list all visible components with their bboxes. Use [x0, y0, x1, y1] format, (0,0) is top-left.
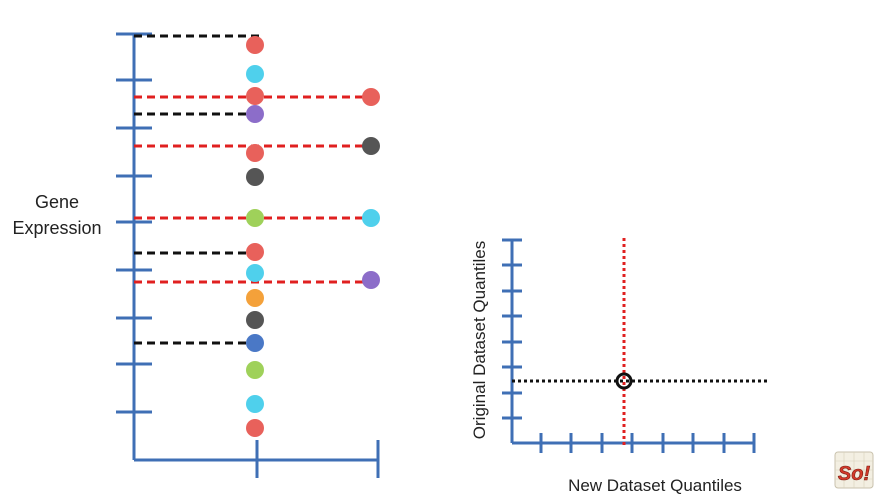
- dot-blue: [246, 334, 264, 352]
- dot-purple: [246, 105, 264, 123]
- right-x-axis-label: New Dataset Quantiles: [568, 476, 742, 495]
- dot-cyan: [246, 264, 264, 282]
- left-y-axis-label: Gene Expression: [4, 189, 110, 241]
- dot-cyan: [362, 209, 380, 227]
- dot-red: [246, 243, 264, 261]
- dot-red: [246, 419, 264, 437]
- dots-column-1: [246, 36, 264, 437]
- dot-red: [246, 144, 264, 162]
- dot-orange: [246, 289, 264, 307]
- target-point: [615, 372, 633, 390]
- dot-red: [246, 87, 264, 105]
- logo-text: So!: [838, 463, 871, 485]
- right-y-label-text: Original Dataset Quantiles: [470, 240, 489, 440]
- dot-gray: [246, 168, 264, 186]
- right-axes: [502, 238, 756, 453]
- dot-red: [246, 36, 264, 54]
- dot-purple: [362, 271, 380, 289]
- dot-gray: [362, 137, 380, 155]
- dot-cyan: [246, 395, 264, 413]
- dots-column-2: [362, 88, 380, 289]
- dot-green: [246, 209, 264, 227]
- dot-gray: [246, 311, 264, 329]
- statquest-logo-icon: So!: [834, 451, 874, 489]
- left-y-label-line1: Gene: [34, 192, 80, 212]
- left-y-label-line2: Expression: [12, 218, 102, 238]
- dot-green: [246, 361, 264, 379]
- dot-cyan: [246, 65, 264, 83]
- left-axes: [116, 32, 380, 478]
- dot-red: [362, 88, 380, 106]
